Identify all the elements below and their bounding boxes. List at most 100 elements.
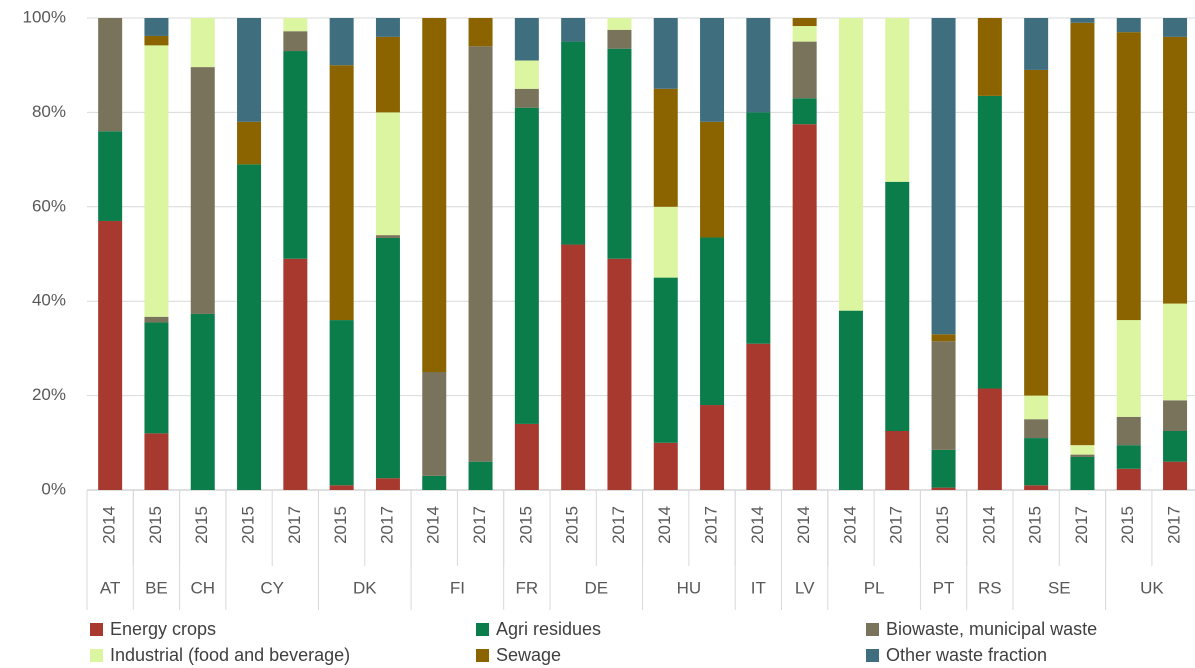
bar-segment	[329, 18, 354, 66]
bar-segment	[144, 322, 169, 434]
bar-segment	[607, 29, 632, 49]
x-tick-label: 2017	[285, 506, 304, 544]
bar-segment	[792, 26, 817, 42]
bar-segment	[98, 131, 123, 221]
bar-segment	[237, 164, 262, 490]
bar-segment	[561, 244, 586, 490]
bar-segment	[746, 343, 771, 490]
bar-segment	[329, 320, 354, 486]
bar-segment	[514, 18, 539, 61]
bar-segment	[237, 121, 262, 165]
bar-segment	[977, 18, 1002, 96]
x-tick-label: 2017	[470, 506, 489, 544]
bar-segment	[468, 18, 493, 47]
bar-segment	[653, 18, 678, 89]
bar-segment	[885, 18, 910, 182]
y-tick-label: 100%	[23, 7, 66, 26]
bar-segment	[1070, 22, 1095, 446]
bar-segment	[375, 18, 400, 37]
bar-segment	[283, 18, 308, 32]
bar-segment	[792, 41, 817, 99]
bar-segment	[329, 485, 354, 490]
y-tick-label: 80%	[32, 102, 66, 121]
group-label: LV	[795, 578, 815, 597]
legend-label: Other waste fraction	[886, 645, 1047, 665]
group-label: HU	[677, 578, 702, 597]
bar-segment	[1024, 438, 1049, 486]
y-tick-label: 0%	[41, 479, 66, 498]
group-label: AT	[100, 578, 120, 597]
bar-segment	[1024, 395, 1049, 420]
bar-segment	[700, 237, 725, 406]
group-label: FR	[516, 578, 539, 597]
y-tick-label: 20%	[32, 385, 66, 404]
bar-segment	[561, 41, 586, 245]
legend-swatch	[476, 623, 489, 636]
group-label: IT	[751, 578, 766, 597]
bar-segment	[1116, 18, 1141, 33]
x-tick-label: 2014	[794, 506, 813, 544]
legend-label: Sewage	[496, 645, 561, 665]
x-tick-label: 2015	[516, 506, 535, 544]
legend-label: Biowaste, municipal waste	[886, 619, 1097, 639]
bar-segment	[1070, 456, 1095, 490]
bar-segment	[283, 31, 308, 52]
bar-segment	[283, 51, 308, 259]
legend: Energy crops Agri residues Biowaste, munic…	[90, 619, 1097, 665]
x-tick-label: 2014	[655, 506, 674, 544]
x-tick-label: 2017	[1072, 506, 1091, 544]
bar-segment	[1163, 303, 1188, 401]
bar-segment	[1163, 36, 1188, 304]
bar-segment	[468, 46, 493, 462]
bar-segment	[1116, 445, 1141, 469]
group-label: DE	[584, 578, 608, 597]
bar-segment	[746, 18, 771, 113]
bar-segment	[514, 423, 539, 490]
bar-segment	[1116, 416, 1141, 446]
group-label: CY	[260, 578, 284, 597]
x-tick-label: 2014	[979, 506, 998, 544]
bar-segment	[792, 18, 817, 27]
x-tick-label: 2015	[563, 506, 582, 544]
bar-segment	[931, 341, 956, 450]
bar-segment	[931, 334, 956, 342]
bar-segment	[514, 60, 539, 89]
bar-segment	[422, 18, 447, 372]
bar-segment	[885, 431, 910, 490]
x-tick-label: 2014	[840, 506, 859, 544]
bar-segment	[1024, 485, 1049, 490]
bar-segment	[561, 18, 586, 42]
bar-segment	[1163, 461, 1188, 490]
legend-label: Agri residues	[496, 619, 601, 639]
group-label: DK	[353, 578, 377, 597]
bar-segment	[700, 121, 725, 238]
bar-segment	[931, 18, 956, 335]
group-label: FI	[450, 578, 465, 597]
x-tick-label: 2015	[192, 506, 211, 544]
group-label: SE	[1048, 578, 1071, 597]
bar-segment	[422, 372, 447, 476]
bar-segment	[700, 18, 725, 122]
bar-segment	[838, 18, 863, 311]
x-tick-label: 2015	[239, 506, 258, 544]
x-tick-label: 2017	[1165, 506, 1184, 544]
x-tick-label: 2017	[887, 506, 906, 544]
group-label: RS	[978, 578, 1002, 597]
x-tick-label: 2015	[933, 506, 952, 544]
bar-segment	[1116, 468, 1141, 490]
legend-label: Industrial (food and beverage)	[110, 645, 350, 665]
legend-swatch	[476, 649, 489, 662]
bar-segment	[838, 310, 863, 490]
y-tick-label: 60%	[32, 196, 66, 215]
bar-segment	[1024, 69, 1049, 396]
bar-segment	[1070, 18, 1095, 23]
x-tick-label: 2017	[702, 506, 721, 544]
group-label: PT	[933, 578, 955, 597]
bar-segment	[607, 48, 632, 259]
bar-segment	[977, 388, 1002, 490]
bar-segment	[1070, 445, 1095, 455]
bar-segment	[1070, 454, 1095, 457]
group-label: CH	[190, 578, 215, 597]
bar-segment	[1163, 400, 1188, 431]
legend-label: Energy crops	[110, 619, 216, 639]
